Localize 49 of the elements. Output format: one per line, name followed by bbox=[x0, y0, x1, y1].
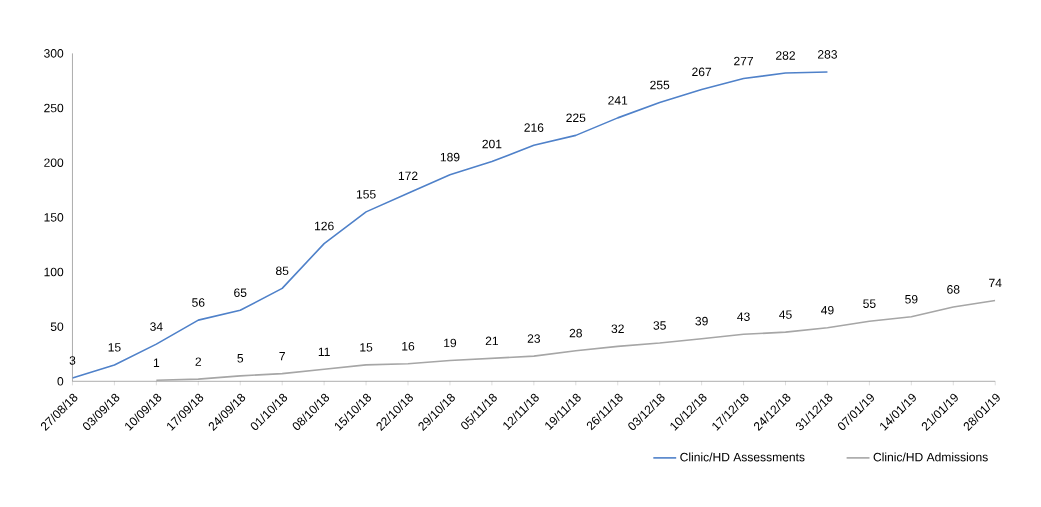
data-label: 5 bbox=[237, 354, 244, 363]
y-tick-label: 50 bbox=[50, 322, 64, 331]
data-label: 225 bbox=[566, 113, 586, 122]
data-label: 55 bbox=[863, 299, 876, 308]
data-label: 15 bbox=[360, 343, 373, 352]
data-label: 34 bbox=[150, 322, 163, 331]
data-label: 126 bbox=[314, 221, 334, 231]
data-label: 45 bbox=[779, 310, 792, 319]
data-label: 21 bbox=[485, 336, 499, 345]
data-label: 11 bbox=[318, 347, 330, 356]
y-tick-label: 200 bbox=[44, 158, 64, 167]
data-label: 16 bbox=[402, 341, 415, 351]
data-label: 267 bbox=[692, 67, 712, 77]
y-tick-label: 0 bbox=[57, 376, 64, 386]
legend-label: Clinic/HD Assessments bbox=[680, 452, 805, 462]
data-label: 155 bbox=[356, 190, 376, 199]
data-label: 35 bbox=[653, 321, 666, 330]
data-label: 282 bbox=[776, 51, 795, 60]
data-label: 49 bbox=[821, 305, 834, 315]
data-label: 15 bbox=[108, 343, 121, 352]
data-label: 32 bbox=[611, 324, 624, 333]
data-label: 56 bbox=[192, 298, 205, 307]
data-label: 65 bbox=[234, 288, 247, 297]
y-tick-label: 250 bbox=[44, 103, 64, 113]
data-label: 59 bbox=[905, 294, 918, 304]
data-label: 43 bbox=[737, 312, 750, 321]
data-label: 68 bbox=[947, 285, 960, 294]
data-label: 2 bbox=[195, 357, 202, 366]
legend-label: Clinic/HD Admissions bbox=[873, 452, 988, 462]
data-label: 74 bbox=[989, 278, 1002, 288]
data-label: 283 bbox=[818, 50, 837, 59]
data-label: 277 bbox=[734, 56, 754, 66]
data-label: 28 bbox=[569, 328, 582, 338]
data-label: 201 bbox=[482, 139, 502, 149]
y-tick-label: 100 bbox=[44, 267, 64, 277]
y-tick-label: 300 bbox=[44, 49, 64, 58]
data-label: 39 bbox=[695, 316, 708, 326]
data-label: 23 bbox=[527, 334, 541, 343]
data-label: 85 bbox=[276, 266, 289, 276]
data-label: 216 bbox=[524, 123, 544, 132]
data-label: 189 bbox=[440, 152, 460, 162]
data-label: 255 bbox=[650, 80, 670, 90]
data-label: 1 bbox=[153, 358, 160, 367]
data-label: 172 bbox=[398, 171, 418, 180]
data-label: 241 bbox=[608, 96, 628, 105]
data-label: 7 bbox=[279, 351, 285, 361]
data-label: 3 bbox=[69, 356, 76, 365]
data-label: 19 bbox=[444, 338, 457, 348]
y-tick-label: 150 bbox=[44, 213, 64, 222]
